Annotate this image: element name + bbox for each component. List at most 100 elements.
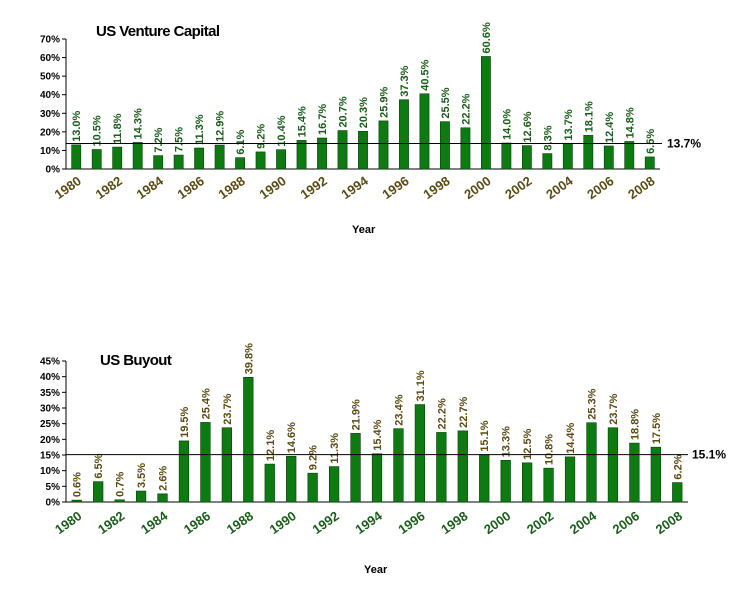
bo-bar xyxy=(93,481,104,503)
vc-bar xyxy=(542,153,553,170)
vc-data-label: 6.5% xyxy=(645,129,657,154)
vc-bar xyxy=(71,144,82,170)
bo-data-label: 6.2% xyxy=(672,454,684,479)
bo-bar xyxy=(243,376,254,503)
bo-bar xyxy=(479,454,490,503)
bo-data-label: 3.5% xyxy=(136,463,148,488)
bo-data-label: 23.7% xyxy=(608,393,620,424)
bo-data-label: 11.3% xyxy=(329,433,341,464)
bo-bar xyxy=(350,433,361,503)
bo-bar xyxy=(264,463,275,503)
bo-data-label: 19.5% xyxy=(179,406,191,437)
bo-chart: 0% 5% 10% 15% 20% 25% 30% 35% 40% 45% 0.6% 6.5% 0.7%… xyxy=(40,343,726,537)
vc-data-label: 60.6% xyxy=(481,22,493,53)
vc-data-label: 20.3% xyxy=(358,97,370,128)
bo-x-tick-label: 1992 xyxy=(310,508,342,537)
vc-bar xyxy=(624,141,635,170)
bo-data-label: 12.1% xyxy=(265,430,277,461)
vc-bar xyxy=(562,143,573,170)
vc-bar xyxy=(501,142,512,170)
vc-y-tick-label: 70% xyxy=(40,35,60,46)
bo-y-tick-label: 0% xyxy=(46,498,61,509)
bo-x-tick-label: 2000 xyxy=(481,508,513,537)
bo-y-tick-label: 20% xyxy=(40,435,60,446)
vc-x-tick-label: 1992 xyxy=(297,173,329,202)
bo-data-label: 14.6% xyxy=(286,422,298,453)
vc-x-tick-label: 1994 xyxy=(338,173,371,202)
vc-bar xyxy=(521,145,532,170)
vc-chart: 0% 10% 20% 30% 40% 50% 60% 70% 13.0% 10.5% 11.8% 14… xyxy=(40,22,701,202)
vc-data-label: 25.9% xyxy=(378,86,390,117)
vc-bar xyxy=(317,137,327,170)
vc-data-label: 7.5% xyxy=(174,127,186,152)
vc-bar xyxy=(460,127,471,170)
vc-data-label: 9.2% xyxy=(256,124,268,149)
vc-y-tick-label: 40% xyxy=(40,90,60,101)
bo-data-label: 22.2% xyxy=(436,398,448,429)
vc-bar xyxy=(173,154,184,170)
vc-bar xyxy=(603,145,614,170)
bo-y-tick-label: 40% xyxy=(40,372,60,383)
bo-bar xyxy=(650,446,661,503)
bo-data-label: 25.3% xyxy=(586,388,598,419)
bo-data-label: 9.2% xyxy=(308,445,320,470)
vc-x-axis-title: Year xyxy=(352,224,376,236)
bo-data-label: 10.8% xyxy=(544,434,556,465)
vc-data-label: 10.5% xyxy=(92,115,104,146)
vc-data-label: 11.8% xyxy=(112,113,124,144)
bo-y-tick-label: 30% xyxy=(40,404,60,415)
bo-data-label: 14.4% xyxy=(565,422,577,453)
vc-x-tick-label: 2000 xyxy=(461,173,493,202)
vc-bar xyxy=(91,149,102,170)
vc-bar xyxy=(480,56,491,170)
vc-data-label: 40.5% xyxy=(419,59,431,90)
vc-data-label: 7.2% xyxy=(153,127,165,152)
vc-y-tick-label: 30% xyxy=(40,109,60,120)
vc-data-label: 14.0% xyxy=(501,109,513,140)
bo-y-tick-label: 35% xyxy=(40,388,60,399)
vc-data-label: 18.1% xyxy=(583,101,595,132)
vc-x-tick-label: 2004 xyxy=(543,173,576,202)
vc-x-tick-label: 1982 xyxy=(93,173,125,202)
vc-data-label: 37.3% xyxy=(399,65,411,96)
bo-y-tick-label: 5% xyxy=(46,482,61,493)
bo-x-tick-label: 1984 xyxy=(138,508,171,537)
bo-y-tick-label: 45% xyxy=(40,357,60,368)
vc-x-tick-label: 1984 xyxy=(134,173,167,202)
vc-data-label: 12.4% xyxy=(604,112,616,143)
vc-y-tick-label: 50% xyxy=(40,72,60,83)
bo-x-tick-label: 1980 xyxy=(52,508,84,537)
bo-x-tick-label: 1996 xyxy=(395,508,427,537)
vc-bar xyxy=(419,93,430,170)
bo-bar xyxy=(672,482,683,503)
bo-bar xyxy=(371,453,383,503)
bo-data-label: 21.9% xyxy=(351,399,363,430)
bo-x-tick-label: 1988 xyxy=(224,508,256,537)
bo-x-tick-label: 2002 xyxy=(524,508,556,537)
vc-y-tick-label: 60% xyxy=(40,53,60,64)
vc-data-label: 12.6% xyxy=(522,111,534,142)
bo-y-tick-label: 15% xyxy=(40,451,60,462)
vc-bar xyxy=(358,131,368,170)
bo-data-label: 39.8% xyxy=(243,343,255,374)
bo-bar xyxy=(200,422,211,503)
vc-bar xyxy=(440,121,450,170)
vc-x-tick-label: 1990 xyxy=(256,173,288,202)
vc-data-label: 10.4% xyxy=(276,115,288,146)
vc-data-label: 25.5% xyxy=(440,87,452,118)
bo-bar xyxy=(114,499,125,503)
bo-data-label: 0.6% xyxy=(72,472,84,497)
vc-data-label: 15.4% xyxy=(297,106,309,137)
bo-bar xyxy=(178,440,190,503)
bo-y-tick-label: 25% xyxy=(40,419,60,430)
bo-x-tick-label: 1982 xyxy=(95,508,127,537)
vc-x-tick-label: 2002 xyxy=(502,173,534,202)
bo-data-label: 22.7% xyxy=(458,396,470,427)
vc-bar xyxy=(255,151,266,170)
bo-bar xyxy=(393,428,404,503)
vc-data-label: 14.8% xyxy=(624,107,636,138)
bo-bar xyxy=(500,460,511,503)
vc-bar xyxy=(337,130,348,170)
bo-bar xyxy=(522,462,533,503)
